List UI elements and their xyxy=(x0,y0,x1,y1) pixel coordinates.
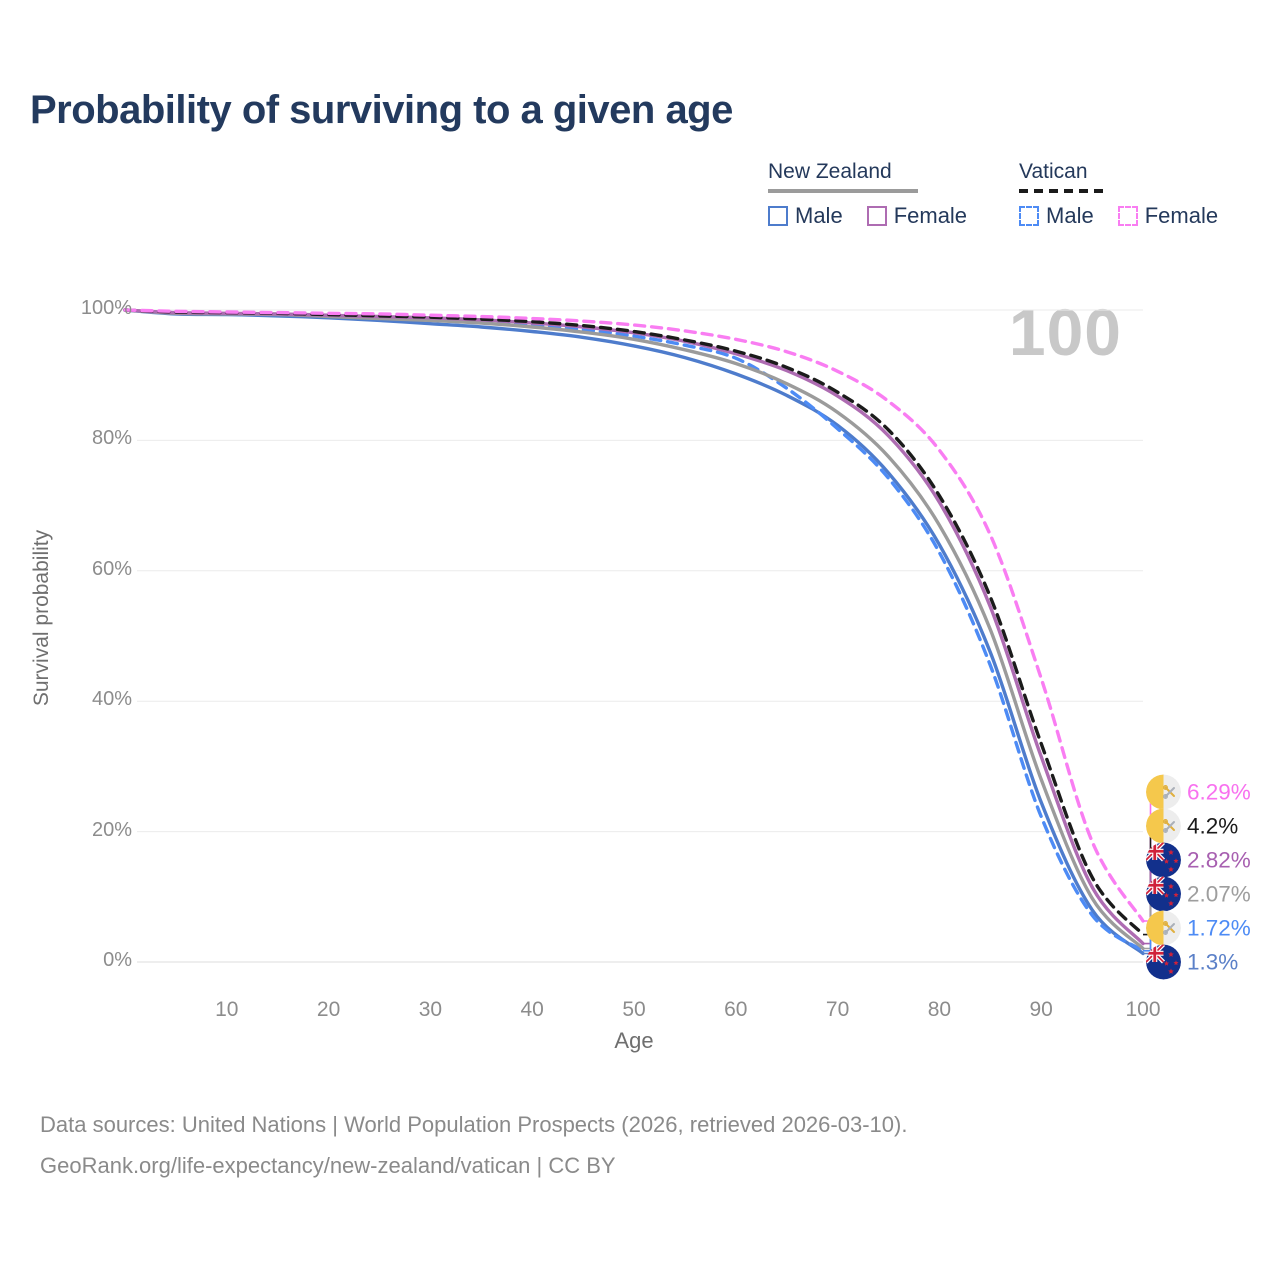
legend-swatch-nz-male-icon xyxy=(768,206,788,226)
end-label-value: 4.2% xyxy=(1187,813,1239,838)
y-axis-title: Survival probability xyxy=(30,529,53,707)
end-label-new-zealand-all: 2.07% xyxy=(1146,876,1251,912)
line-new-zealand-female xyxy=(123,308,1145,946)
new-zealand-flag-icon xyxy=(1146,842,1181,878)
legend-group-vatican: Vatican Male Female xyxy=(1019,160,1218,229)
x-tick-label: 90 xyxy=(1029,998,1053,1021)
vatican-flag-icon xyxy=(1146,774,1181,810)
x-tick-label: 70 xyxy=(825,998,850,1021)
vatican-flag-icon xyxy=(1146,910,1181,946)
end-label-value: 1.72% xyxy=(1187,915,1251,940)
legend-swatch-vatican-male-icon xyxy=(1019,206,1040,226)
data-sources-line: Data sources: United Nations | World Pop… xyxy=(40,1112,908,1137)
x-tick-label: 100 xyxy=(1125,998,1161,1021)
legend-swatch-vatican-female-icon xyxy=(1117,206,1138,226)
end-label-vatican-female: 6.29% xyxy=(1146,774,1251,810)
line-new-zealand-male xyxy=(123,308,1145,956)
y-tick-label: 20% xyxy=(91,818,132,841)
x-tick-label: 80 xyxy=(927,998,952,1021)
y-tick-label: 0% xyxy=(103,949,132,971)
y-tick-label: 80% xyxy=(91,427,132,450)
y-tick-label: 40% xyxy=(91,688,132,711)
legend-item-vatican-female[interactable]: Female xyxy=(1117,203,1219,229)
end-label-vatican-male: 1.72% xyxy=(1146,910,1251,946)
end-label-value: 2.07% xyxy=(1187,881,1251,906)
vatican-flag-icon xyxy=(1146,808,1181,844)
legend-item-vatican-male[interactable]: Male xyxy=(1019,203,1094,229)
x-tick-label: 50 xyxy=(622,998,646,1021)
line-new-zealand-all xyxy=(123,308,1145,951)
legend-item-label: Male xyxy=(1046,203,1094,228)
end-label-value: 1.3% xyxy=(1187,949,1239,974)
line-vatican-male xyxy=(123,308,1145,953)
end-label-vatican-all: 4.2% xyxy=(1146,808,1239,844)
legend-item-label: Male xyxy=(795,203,843,228)
footer: Data sources: United Nations | World Pop… xyxy=(40,1104,907,1186)
legend-item-label: Female xyxy=(893,203,968,228)
end-label-value: 6.29% xyxy=(1187,779,1251,804)
page-title: Probability of surviving to a given age xyxy=(30,88,733,132)
x-tick-label: 10 xyxy=(215,998,239,1021)
line-vatican-all xyxy=(123,308,1145,937)
hover-age-watermark: 100 xyxy=(1008,295,1122,369)
x-tick-label: 20 xyxy=(316,998,341,1021)
new-zealand-flag-icon xyxy=(1146,944,1181,980)
line-vatican-female xyxy=(123,308,1145,923)
x-tick-label: 40 xyxy=(520,998,544,1021)
legend-item-label: Female xyxy=(1144,203,1219,228)
x-axis-title: Age xyxy=(614,1028,654,1053)
legend-group-title-new-zealand: New Zealand xyxy=(768,160,892,183)
x-tick-label: 30 xyxy=(418,998,443,1021)
legend-item-nz-female[interactable]: Female xyxy=(866,203,968,229)
x-tick-label: 60 xyxy=(724,998,748,1021)
legend-line-sample-dashed xyxy=(1019,189,1107,193)
new-zealand-flag-icon xyxy=(1146,876,1181,912)
attribution-line: GeoRank.org/life-expectancy/new-zealand/… xyxy=(40,1153,616,1178)
legend-swatch-nz-female-icon xyxy=(866,206,887,226)
legend-item-nz-male[interactable]: Male xyxy=(768,203,843,229)
legend-group-title-vatican: Vatican xyxy=(1019,160,1088,183)
end-label-new-zealand-male: 1.3% xyxy=(1146,944,1239,980)
legend: New Zealand Male Female Vatican Male xyxy=(768,160,1218,229)
end-label-value: 2.82% xyxy=(1187,847,1251,872)
y-tick-label: 60% xyxy=(91,557,132,580)
end-label-new-zealand-female: 2.82% xyxy=(1146,842,1251,878)
legend-line-sample-solid xyxy=(768,189,918,193)
y-tick-label: 100% xyxy=(80,297,132,319)
legend-group-new-zealand: New Zealand Male Female xyxy=(768,160,967,229)
